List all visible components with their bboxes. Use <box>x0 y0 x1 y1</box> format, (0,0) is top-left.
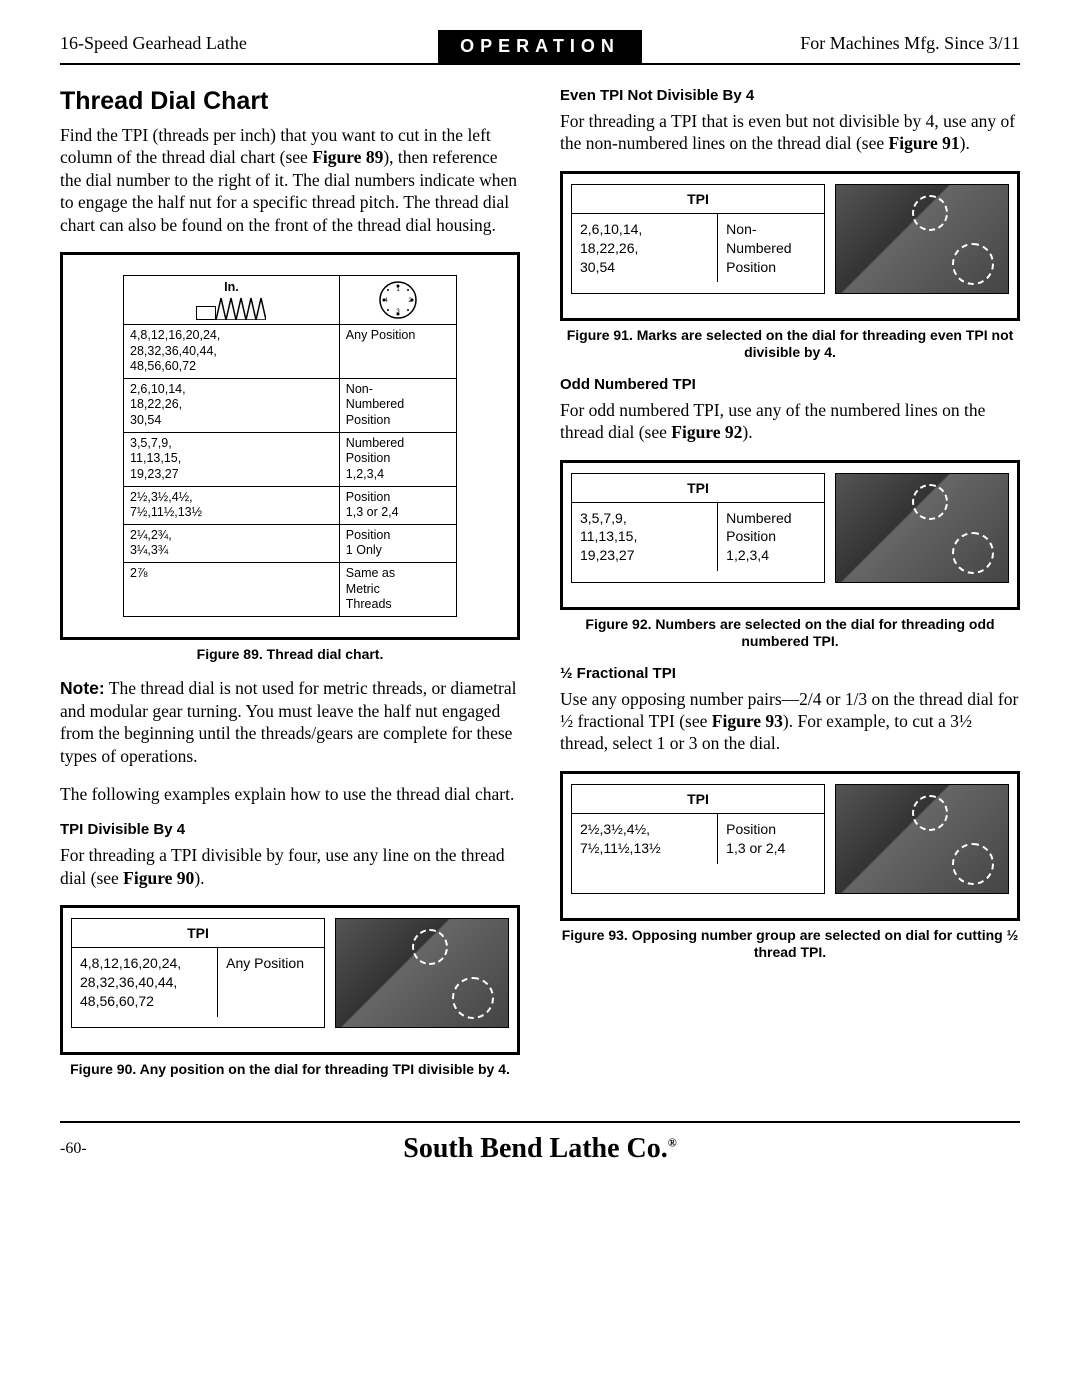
subhead-odd: Odd Numbered TPI <box>560 376 1020 393</box>
figure-93-caption: Figure 93. Opposing number group are sel… <box>560 927 1020 962</box>
header-bar: 16-Speed Gearhead Lathe OPERATION For Ma… <box>60 30 1020 65</box>
figure-92-table: TPI 3,5,7,9, 11,13,15, 19,23,27Numbered … <box>571 473 825 583</box>
figure-93-table: TPI 2½,3½,4½, 7½,11½,13½Position 1,3 or … <box>571 784 825 894</box>
brand-name: South Bend Lathe Co.® <box>120 1133 960 1165</box>
header-right: For Machines Mfg. Since 3/11 <box>642 33 1020 60</box>
content-columns: Thread Dial Chart Find the TPI (threads … <box>60 87 1020 1093</box>
figure-90-box: TPI 4,8,12,16,20,24, 28,32,36,40,44, 48,… <box>60 905 520 1055</box>
figure-90-caption: Figure 90. Any position on the dial for … <box>60 1061 520 1079</box>
thread-icon <box>216 296 266 320</box>
figure-92-box: TPI 3,5,7,9, 11,13,15, 19,23,27Numbered … <box>560 460 1020 610</box>
table-row: 2⅞Same as Metric Threads <box>124 563 456 616</box>
table-row: 3,5,7,9, 11,13,15, 19,23,27Numbered Posi… <box>124 433 456 487</box>
dial-icon: 1 2 3 4 <box>376 278 420 322</box>
figure-91-caption: Figure 91. Marks are selected on the dia… <box>560 327 1020 362</box>
svg-text:4: 4 <box>384 298 388 304</box>
half-text: Use any opposing number pairs—2/4 or 1/3… <box>560 688 1020 755</box>
svg-text:3: 3 <box>396 309 400 315</box>
table-row: 2¼,2¾, 3¼,3¾Position 1 Only <box>124 525 456 563</box>
figure-92-caption: Figure 92. Numbers are selected on the d… <box>560 616 1020 651</box>
table-row: 4,8,12,16,20,24, 28,32,36,40,44, 48,56,6… <box>124 325 456 379</box>
figure-93-photo <box>835 784 1009 894</box>
thread-dial-chart-table: In. <box>123 275 457 617</box>
intro-paragraph: Find the TPI (threads per inch) that you… <box>60 124 520 236</box>
page-number: -60- <box>60 1140 120 1158</box>
note-paragraph: Note: The thread dial is not used for me… <box>60 677 520 767</box>
figure-92-photo <box>835 473 1009 583</box>
right-column: Even TPI Not Divisible By 4 For threadin… <box>560 87 1020 1093</box>
examples-intro: The following examples explain how to us… <box>60 783 520 805</box>
table-row: 2½,3½,4½, 7½,11½,13½Position 1,3 or 2,4 <box>124 487 456 525</box>
div4-text: For threading a TPI divisible by four, u… <box>60 844 520 889</box>
table-row: 2,6,10,14, 18,22,26, 30,54Non- Numbered … <box>124 379 456 433</box>
odd-text: For odd numbered TPI, use any of the num… <box>560 399 1020 444</box>
svg-text:1: 1 <box>396 287 400 293</box>
section-title: Thread Dial Chart <box>60 87 520 116</box>
figure-93-box: TPI 2½,3½,4½, 7½,11½,13½Position 1,3 or … <box>560 771 1020 921</box>
figure-90-table: TPI 4,8,12,16,20,24, 28,32,36,40,44, 48,… <box>71 918 325 1028</box>
figure-90-photo <box>335 918 509 1028</box>
subhead-even: Even TPI Not Divisible By 4 <box>560 87 1020 104</box>
figure-91-photo <box>835 184 1009 294</box>
subhead-half: ½ Fractional TPI <box>560 665 1020 682</box>
figure-89-caption: Figure 89. Thread dial chart. <box>60 646 520 664</box>
subhead-div4: TPI Divisible By 4 <box>60 821 520 838</box>
figure-91-box: TPI 2,6,10,14, 18,22,26, 30,54Non- Numbe… <box>560 171 1020 321</box>
page-footer: -60- South Bend Lathe Co.® <box>60 1121 1020 1165</box>
left-column: Thread Dial Chart Find the TPI (threads … <box>60 87 520 1093</box>
even-text: For threading a TPI that is even but not… <box>560 110 1020 155</box>
header-center: OPERATION <box>438 30 642 63</box>
figure-91-table: TPI 2,6,10,14, 18,22,26, 30,54Non- Numbe… <box>571 184 825 294</box>
chart-header-in: In. <box>224 280 239 294</box>
figure-89-box: In. <box>60 252 520 640</box>
header-left: 16-Speed Gearhead Lathe <box>60 33 438 60</box>
